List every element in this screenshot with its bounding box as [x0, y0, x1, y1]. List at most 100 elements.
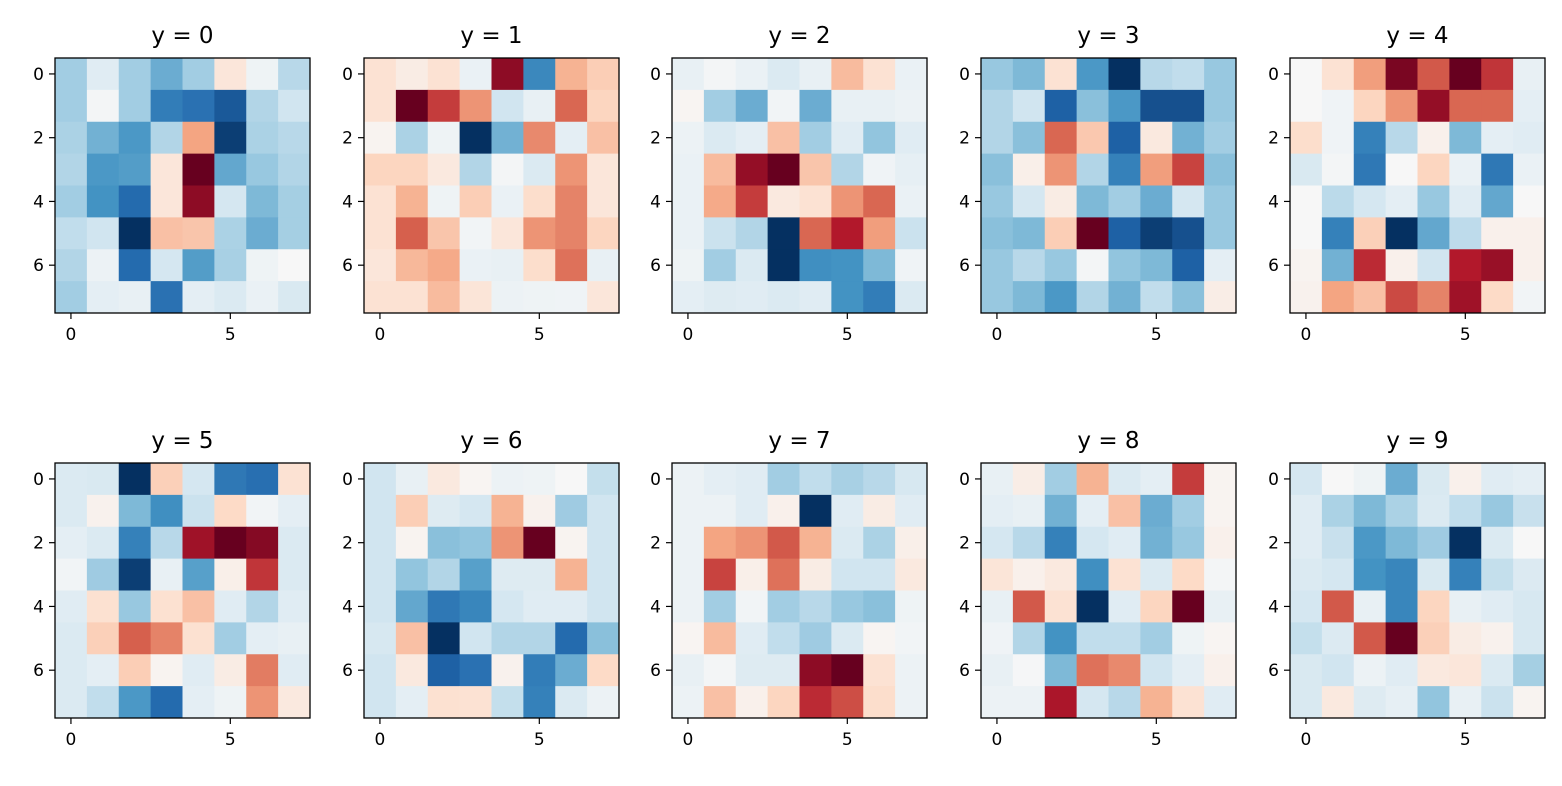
x-tick-label: 0 — [1301, 325, 1312, 345]
heatmap-cell — [863, 121, 896, 155]
heatmap-cell — [735, 281, 769, 314]
heatmap-cell — [587, 58, 620, 91]
heatmap-cell — [86, 558, 120, 591]
heatmap-cell — [703, 249, 737, 282]
heatmap-cell — [555, 654, 588, 687]
heatmap-cell — [895, 185, 928, 218]
heatmap-cell — [523, 281, 556, 314]
heatmap-cell — [1012, 494, 1046, 528]
heatmap-cell — [118, 526, 152, 560]
heatmap-cell — [735, 526, 769, 560]
heatmap-cell — [1385, 463, 1418, 496]
heatmap-cell — [831, 494, 864, 528]
heatmap-cell — [895, 526, 928, 560]
x-tick-label: 5 — [534, 325, 545, 345]
heatmap-cell — [1513, 686, 1546, 719]
heatmap-cell — [395, 558, 429, 591]
axes-frame — [1289, 57, 1546, 314]
heatmap-cell — [364, 153, 397, 186]
heatmap-cell — [1108, 89, 1141, 123]
heatmap-cell — [1321, 654, 1355, 687]
heatmap-cell — [182, 622, 215, 655]
heatmap-cell — [55, 590, 88, 623]
heatmap-cell — [1417, 281, 1450, 314]
heatmap-cell — [55, 654, 88, 687]
heatmap-cell — [1140, 558, 1173, 591]
heatmap-cell — [150, 217, 183, 250]
heatmap-cell — [395, 526, 429, 560]
heatmap-cell — [1321, 217, 1355, 250]
heatmap-cell — [1481, 185, 1514, 218]
heatmap-cell — [182, 281, 215, 314]
heatmap-cell — [1481, 654, 1514, 687]
heatmap-cell — [587, 558, 620, 591]
heatmap-cell — [182, 89, 215, 123]
x-tick-label: 5 — [1460, 325, 1471, 345]
heatmap-cell — [1481, 58, 1514, 91]
y-tick-label: 4 — [1268, 597, 1279, 617]
panel-title: y = 2 — [768, 23, 830, 49]
y-tick-label: 0 — [650, 470, 661, 490]
heatmap-cell — [672, 558, 705, 591]
x-tick-label: 0 — [375, 730, 386, 750]
heatmap-cell — [55, 217, 88, 250]
heatmap-panel: y = 3 0 2 4 6 0 5 — [959, 23, 1237, 345]
heatmap-cell — [831, 558, 864, 591]
heatmap-cell — [1012, 121, 1046, 155]
heatmap-cell — [1385, 249, 1418, 282]
y-tick-label: 6 — [1268, 661, 1279, 681]
heatmap-cell — [150, 463, 183, 496]
panel-title: y = 5 — [151, 428, 213, 454]
heatmap-cell — [831, 654, 864, 687]
y-tick-label: 0 — [959, 65, 970, 85]
heatmap-cell — [895, 590, 928, 623]
heatmap-cell — [1012, 686, 1046, 719]
heatmap-cell — [1108, 153, 1141, 186]
heatmap-cell — [1140, 89, 1173, 123]
heatmap-cell — [246, 558, 279, 591]
heatmap-cell — [895, 463, 928, 496]
heatmap-cell — [427, 58, 461, 91]
heatmap-cell — [1172, 526, 1205, 560]
heatmap-cell — [1076, 494, 1109, 528]
heatmap-cell — [1204, 185, 1237, 218]
heatmap-cell — [735, 89, 769, 123]
heatmap-cell — [278, 494, 311, 528]
heatmap-cell — [214, 58, 247, 91]
y-tick-label: 2 — [33, 534, 44, 554]
heatmap-cell — [1417, 686, 1450, 719]
heatmap-cell — [214, 185, 247, 218]
y-tick-label: 4 — [650, 597, 661, 617]
heatmap-cell — [1172, 494, 1205, 528]
heatmap-cell — [587, 217, 620, 250]
heatmap-cell — [555, 463, 588, 496]
heatmap-cell — [1012, 463, 1046, 496]
heatmap-cell — [1321, 58, 1355, 91]
heatmap-cell — [1076, 558, 1109, 591]
axes-frame — [363, 462, 620, 719]
heatmap-cell — [555, 58, 588, 91]
heatmap-cell — [1172, 185, 1205, 218]
heatmap-cell — [1140, 281, 1173, 314]
heatmap-cell — [182, 185, 215, 218]
heatmap-cell — [735, 622, 769, 655]
heatmap-cell — [395, 654, 429, 687]
heatmap-cell — [1417, 590, 1450, 623]
heatmap-cell — [799, 185, 832, 218]
heatmap-cell — [1076, 185, 1109, 218]
y-tick-label: 6 — [650, 661, 661, 681]
heatmap-cell — [981, 463, 1014, 496]
heatmap-cell — [587, 249, 620, 282]
x-tick-label: 0 — [683, 730, 694, 750]
heatmap-cell — [672, 654, 705, 687]
heatmap-cell — [703, 558, 737, 591]
heatmap-cell — [1513, 185, 1546, 218]
heatmap-cell — [278, 558, 311, 591]
heatmap-cell — [86, 217, 120, 250]
heatmap-cell — [1140, 185, 1173, 218]
heatmap-cell — [1012, 526, 1046, 560]
heatmap-cell — [799, 558, 832, 591]
heatmap-cell — [1204, 686, 1237, 719]
heatmap-cell — [118, 185, 152, 218]
heatmap-cell — [1012, 622, 1046, 655]
